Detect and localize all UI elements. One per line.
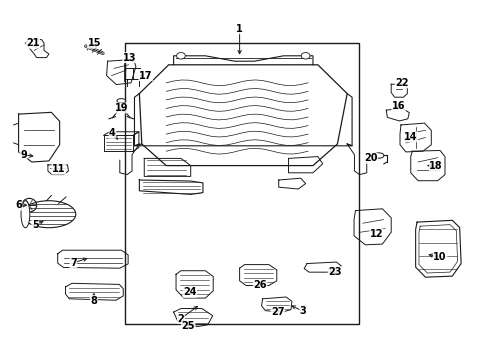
Text: 26: 26 [253,280,266,290]
Ellipse shape [21,201,30,228]
Ellipse shape [22,198,37,212]
Text: 8: 8 [90,296,97,306]
Text: 19: 19 [114,103,128,113]
Text: 3: 3 [299,306,306,316]
Text: 9: 9 [20,150,27,160]
Text: 24: 24 [183,287,196,297]
Text: 1: 1 [236,24,243,34]
Text: 20: 20 [363,153,377,163]
Text: 14: 14 [403,132,417,142]
Text: 21: 21 [26,38,40,48]
Ellipse shape [22,201,76,228]
Text: 16: 16 [391,101,405,111]
Text: 27: 27 [270,307,284,318]
Ellipse shape [176,53,185,59]
Text: 7: 7 [70,258,77,268]
Text: 25: 25 [181,321,195,331]
Bar [124,43,359,324]
Text: 12: 12 [369,229,383,239]
Text: 11: 11 [52,164,65,174]
Text: 10: 10 [432,252,446,262]
Text: 23: 23 [327,267,341,277]
Text: 5: 5 [32,220,39,230]
Text: 17: 17 [139,71,152,81]
Text: 15: 15 [87,38,101,48]
Ellipse shape [301,53,309,59]
Text: 6: 6 [15,200,22,210]
Text: 4: 4 [109,128,116,138]
Text: 22: 22 [394,78,408,88]
Ellipse shape [373,153,383,158]
Text: 2: 2 [177,314,184,324]
Text: 18: 18 [428,161,442,171]
Ellipse shape [117,99,125,103]
Text: 13: 13 [122,53,136,63]
